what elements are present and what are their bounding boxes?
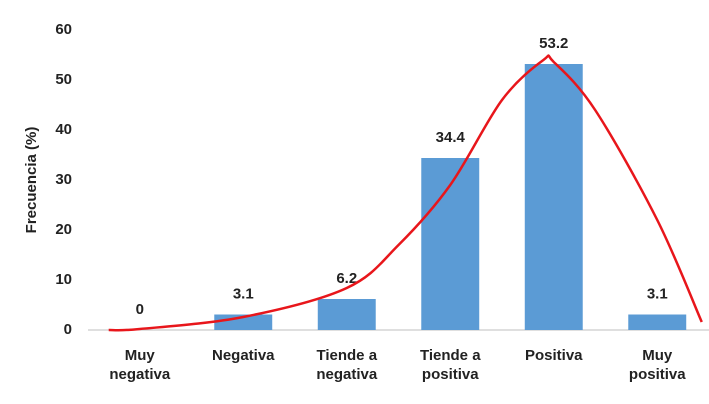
y-tick-label: 20 [55,221,72,238]
value-label: 3.1 [233,285,254,302]
x-tick-label: Muy positiva [629,347,686,383]
x-tick-label: Positiva [525,347,583,364]
curve [108,54,703,332]
value-label: 34.4 [436,129,466,146]
value-label: 0 [136,301,144,318]
y-tick-label: 30 [55,171,72,188]
y-tick-label: 0 [64,321,72,338]
y-tick-label: 60 [55,21,72,38]
x-tick-label: Tiende a negativa [316,347,378,383]
bar [524,64,583,330]
x-tick-label: Negativa [212,347,275,364]
x-tick-label: Muy negativa [109,347,171,383]
y-tick-label: 10 [55,271,72,288]
y-axis-label: Frecuencia (%) [23,127,40,234]
y-tick-label: 50 [55,71,72,88]
value-label: 3.1 [647,285,668,302]
value-label: 53.2 [539,35,568,52]
bar [317,299,376,330]
bar [628,314,687,330]
value-label: 6.2 [336,270,357,287]
x-tick-label: Tiende a positiva [420,347,481,383]
y-tick-label: 40 [55,121,72,138]
